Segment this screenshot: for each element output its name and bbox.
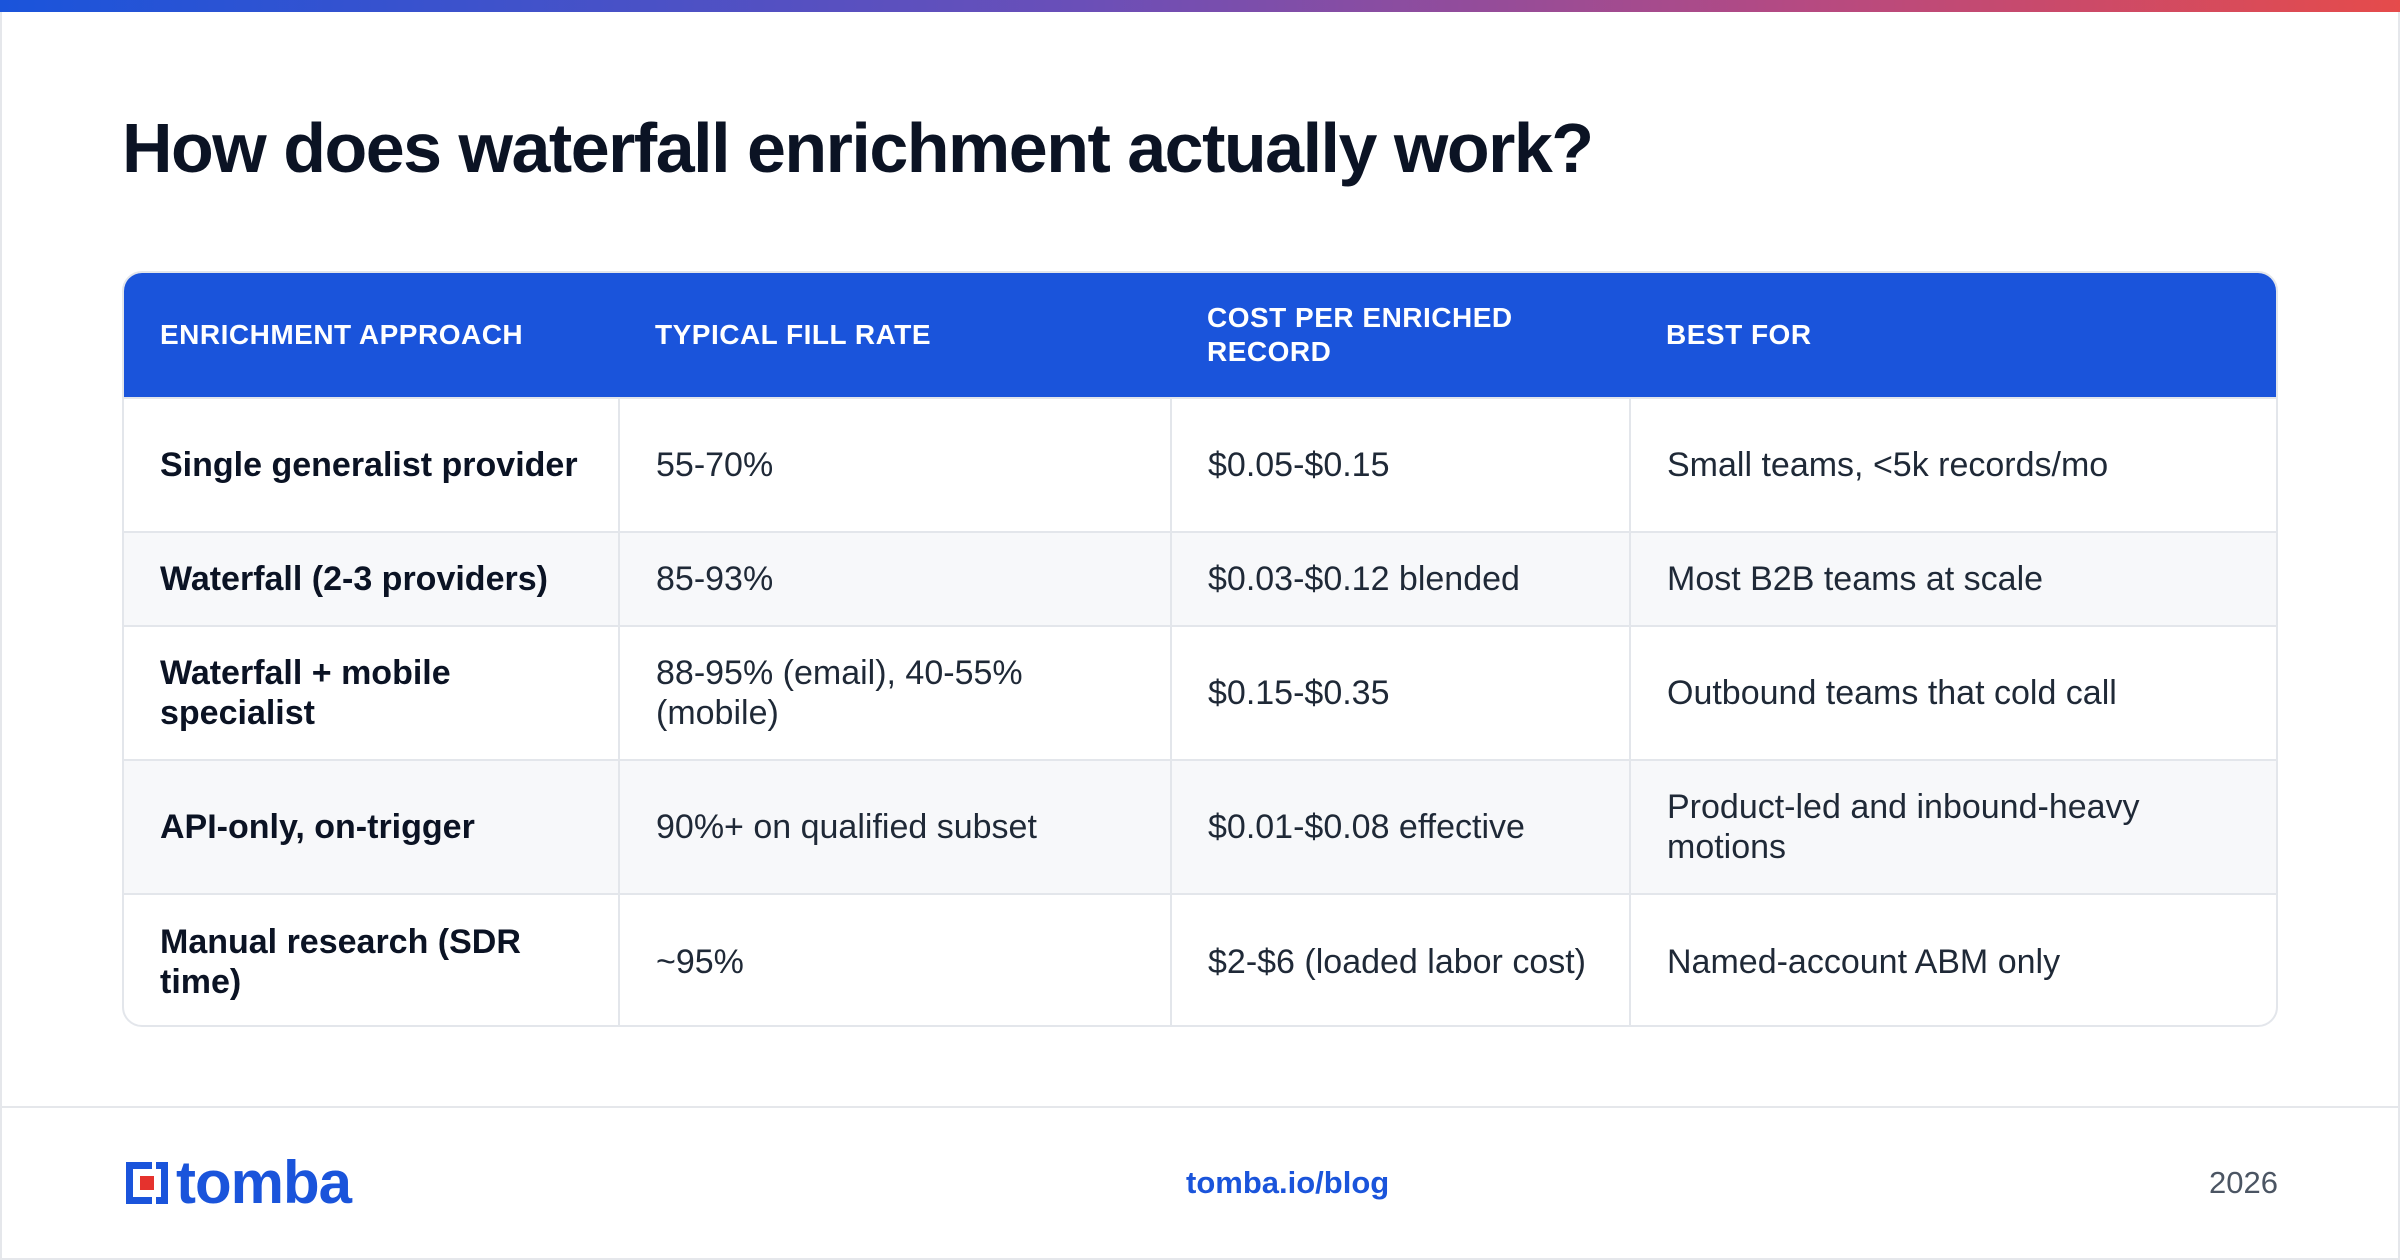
cell-cost: $0.03-$0.12 blended [1171,531,1631,626]
cell-best-for: Most B2B teams at scale [1630,531,2276,626]
cell-approach: Single generalist provider [124,397,620,532]
cell-approach: API-only, on-trigger [124,759,620,894]
cell-cost: $0.15-$0.35 [1171,625,1631,760]
cell-fill-rate: 85-93% [619,531,1172,626]
header-best-for: BEST FOR [1666,319,1812,350]
table-row: Waterfall + mobile specialist 88-95% (em… [124,625,2276,760]
cell-approach: Waterfall + mobile specialist [124,625,620,760]
top-gradient-bar [0,0,2400,12]
cell-approach: Waterfall (2-3 providers) [124,531,620,626]
cell-approach: Manual research (SDR time) [124,893,620,1025]
cell-fill-rate: 88-95% (email), 40-55% (mobile) [619,625,1172,760]
header-cost-per-record: COST PER ENRICHED RECORD [1207,302,1513,367]
cell-cost: $0.05-$0.15 [1171,397,1631,532]
tomba-logo[interactable]: tomba [122,1149,352,1216]
cell-best-for: Product-led and inbound-heavy motions [1630,759,2276,894]
cell-cost: $2-$6 (loaded labor cost) [1171,893,1631,1025]
table-row: API-only, on-trigger 90%+ on qualified s… [124,759,2276,894]
cell-fill-rate: 90%+ on qualified subset [619,759,1172,894]
blog-link[interactable]: tomba.io/blog [1186,1165,1390,1200]
logo-wordmark: tomba [176,1149,352,1216]
footer-divider [0,1106,2400,1108]
cell-cost: $0.01-$0.08 effective [1171,759,1631,894]
cell-best-for: Named-account ABM only [1630,893,2276,1025]
table-row: Single generalist provider 55-70% $0.05-… [124,397,2276,532]
cell-best-for: Small teams, <5k records/mo [1630,397,2276,532]
page-title: How does waterfall enrichment actually w… [122,109,1594,187]
header-enrichment-approach: ENRICHMENT APPROACH [160,319,524,350]
comparison-table: ENRICHMENT APPROACH TYPICAL FILL RATE CO… [122,271,2278,1027]
table-row: Waterfall (2-3 providers) 85-93% $0.03-$… [124,531,2276,626]
cell-fill-rate: 55-70% [619,397,1172,532]
cell-fill-rate: ~95% [619,893,1172,1025]
footer-year: 2026 [2209,1165,2278,1200]
tomba-logo-icon [122,1158,172,1208]
cell-best-for: Outbound teams that cold call [1630,625,2276,760]
header-typical-fill-rate: TYPICAL FILL RATE [655,319,932,350]
table-header-row: ENRICHMENT APPROACH TYPICAL FILL RATE CO… [124,273,2276,398]
table-row: Manual research (SDR time) ~95% $2-$6 (l… [124,893,2276,1025]
